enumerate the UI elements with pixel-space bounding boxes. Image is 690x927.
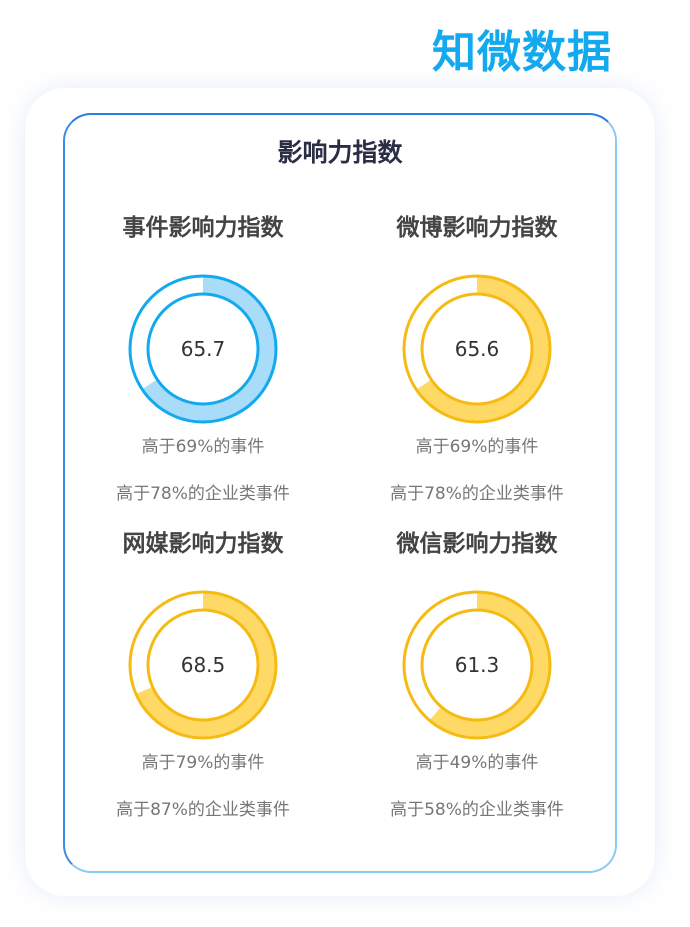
score-value: 61.3 [455,653,500,677]
index-title: 网媒影响力指数 [122,531,284,557]
brand-logo: 知微数据 [432,27,612,78]
enterprise-percentile: 高于58%的企业类事件 [390,800,564,820]
page-title: 影响力指数 [277,138,403,167]
donut-chart: 65.6 [402,274,552,424]
score-value: 68.5 [181,653,226,677]
index-section: 微信影响力指数 61.3 高于49%的事件 高于58%的企业类事件 [340,524,614,820]
score-value: 65.7 [181,337,226,361]
card [25,88,655,896]
donut-inner-ring [146,292,260,406]
donut-inner-ring [146,608,260,722]
donut-inner-ring [420,608,534,722]
enterprise-percentile: 高于87%的企业类事件 [116,800,290,820]
index-section: 微博影响力指数 65.6 高于69%的事件 高于78%的企业类事件 [340,208,614,504]
donut-outer-ring [402,274,552,424]
donut-chart: 65.7 [128,274,278,424]
index-title: 微信影响力指数 [396,531,558,557]
event-percentile: 高于69%的事件 [415,437,539,457]
donut-outer-ring [402,590,552,740]
index-title: 微博影响力指数 [396,215,558,241]
enterprise-percentile: 高于78%的企业类事件 [116,484,290,504]
index-section: 事件影响力指数 65.7 高于69%的事件 高于78%的企业类事件 [66,208,340,504]
donut-inner-ring [420,292,534,406]
event-percentile: 高于69%的事件 [141,437,265,457]
index-title: 事件影响力指数 [122,215,284,241]
donut-outer-ring [128,274,278,424]
donut-outer-ring [128,590,278,740]
score-value: 65.6 [455,337,500,361]
donut-chart: 68.5 [128,590,278,740]
donut-chart: 61.3 [402,590,552,740]
event-percentile: 高于79%的事件 [141,753,265,773]
enterprise-percentile: 高于78%的企业类事件 [390,484,564,504]
index-section: 网媒影响力指数 68.5 高于79%的事件 高于87%的企业类事件 [66,524,340,820]
event-percentile: 高于49%的事件 [415,753,539,773]
card-inner [63,113,617,873]
